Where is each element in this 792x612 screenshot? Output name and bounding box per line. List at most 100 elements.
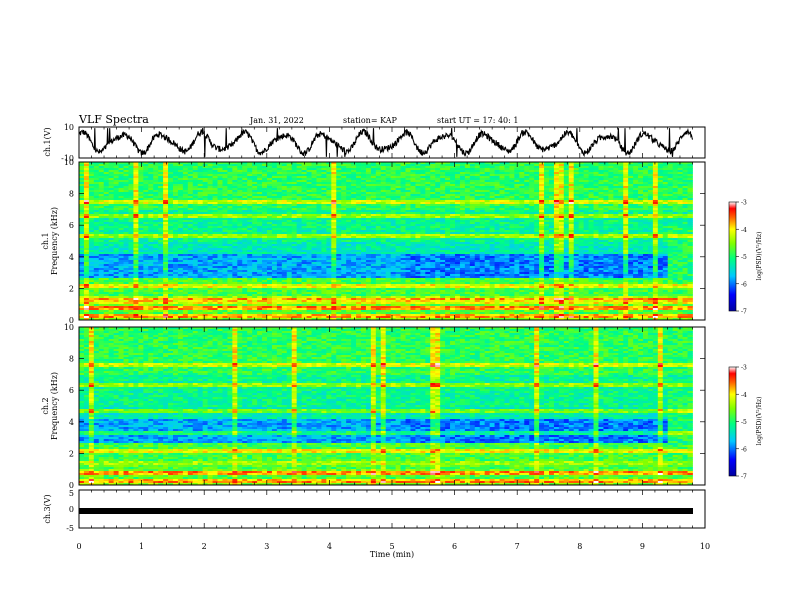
spectrogram-cell [182, 172, 189, 175]
spectrogram-cell [79, 196, 85, 199]
spectrogram-cell [207, 272, 213, 275]
spectrogram-cell [103, 296, 110, 299]
spectrogram-cell [177, 284, 184, 287]
spectrogram-cell [207, 196, 213, 199]
spectrogram-cell [98, 298, 105, 301]
spectrogram-cell [207, 208, 213, 211]
spectrogram-cell [207, 224, 213, 227]
spectrogram-cell [123, 278, 129, 281]
spectrogram-cell [138, 292, 144, 295]
spectrogram-cell [83, 272, 90, 275]
spectrogram-cell [197, 172, 204, 175]
spectrogram-cell [133, 294, 139, 297]
spectrogram-cell [202, 248, 209, 251]
spectrogram-cell [153, 206, 159, 209]
spectrogram-cell [143, 172, 149, 175]
spectrogram-cell [177, 308, 184, 311]
spectrogram-cell [103, 272, 110, 275]
spectrogram-cell [158, 268, 164, 271]
spectrogram-cell [128, 280, 134, 283]
spectrogram-cell [173, 286, 179, 289]
spectrogram-cell [123, 208, 129, 211]
spectrogram-cell [187, 306, 194, 309]
spectrogram-cell [207, 286, 213, 289]
spectrogram-cell [143, 296, 149, 299]
spectrogram-cell [133, 256, 139, 259]
spectrogram-cell [158, 196, 164, 199]
spectrogram-cell [103, 282, 110, 285]
spectrogram-cell [98, 256, 105, 259]
spectrogram-cell [128, 278, 134, 281]
spectrogram-cell [153, 258, 159, 261]
spectrogram-cell [153, 276, 159, 279]
spectrogram-cell [103, 168, 110, 171]
spectrogram-cell [118, 224, 124, 227]
spectrogram-cell [83, 238, 90, 241]
spectrogram-cell [163, 182, 169, 185]
spectrogram-cell [173, 262, 179, 265]
spectrogram-cell [163, 300, 169, 303]
spectrogram-cell [158, 264, 164, 267]
spectrogram-cell [83, 266, 90, 269]
spectrogram-cell [153, 234, 159, 237]
spectrogram-cell [79, 226, 85, 229]
spectrogram-cell [133, 180, 139, 183]
spectrogram-cell [133, 254, 139, 257]
spectrogram-cell [207, 294, 213, 297]
spectrogram-cell [113, 256, 119, 259]
spectrogram-cell [83, 174, 90, 177]
spectrogram-cell [177, 252, 184, 255]
spectrogram-cell [187, 254, 194, 257]
spectrogram-cell [182, 254, 189, 257]
spectrogram-cell [207, 290, 213, 293]
spectrogram-cell [88, 310, 95, 313]
spectrogram-cell [197, 190, 204, 193]
spectrogram-cell [143, 218, 149, 221]
spectrogram-cell [93, 238, 100, 241]
spectrogram-cell [138, 212, 144, 215]
spectrogram-cell [148, 250, 154, 253]
spectrogram-cell [173, 292, 179, 295]
spectrogram-cell [113, 262, 119, 265]
spectrogram-cell [168, 218, 174, 221]
spectrogram-cell [88, 260, 95, 263]
spectrogram-cell [93, 216, 100, 219]
spectrogram-cell [173, 162, 179, 165]
spectrogram-cell [212, 182, 218, 185]
spectrogram-cell [182, 174, 189, 177]
spectrogram-cell [79, 270, 85, 273]
spectrogram-cell [118, 210, 124, 213]
spectrogram-cell [163, 254, 169, 257]
spectrogram-cell [128, 164, 134, 167]
spectrogram-cell [83, 234, 90, 237]
spectrogram-cell [158, 304, 164, 307]
spectrogram-cell [93, 210, 100, 213]
spectrogram-cell [113, 168, 119, 171]
spectrogram-cell [108, 210, 115, 213]
spectrogram-cell [103, 196, 110, 199]
spectrogram-cell [138, 254, 144, 257]
spectrogram-cell [143, 222, 149, 225]
spectrogram-cell [192, 206, 199, 209]
spectrogram-cell [192, 284, 199, 287]
spectrogram-cell [83, 216, 90, 219]
spectrogram-cell [123, 264, 129, 267]
spectrogram-cell [93, 166, 100, 169]
spectrogram-cell [123, 176, 129, 179]
spectrogram-cell [177, 266, 184, 269]
spectrogram-cell [79, 222, 85, 225]
spectrogram-cell [79, 266, 85, 269]
spectrogram-cell [98, 252, 105, 255]
spectrogram-cell [103, 292, 110, 295]
spectrogram-cell [138, 238, 144, 241]
spectrogram-cell [93, 256, 100, 259]
spectrogram-cell [187, 222, 194, 225]
spectrogram-cell [168, 316, 174, 319]
spectrogram-cell [138, 186, 144, 189]
spectrogram-cell [163, 192, 169, 195]
spectrogram-cell [88, 216, 95, 219]
spectrogram-cell [202, 318, 209, 321]
spectrogram-cell [123, 224, 129, 227]
spectrogram-cell [197, 214, 204, 217]
spectrogram-cell [168, 298, 174, 301]
